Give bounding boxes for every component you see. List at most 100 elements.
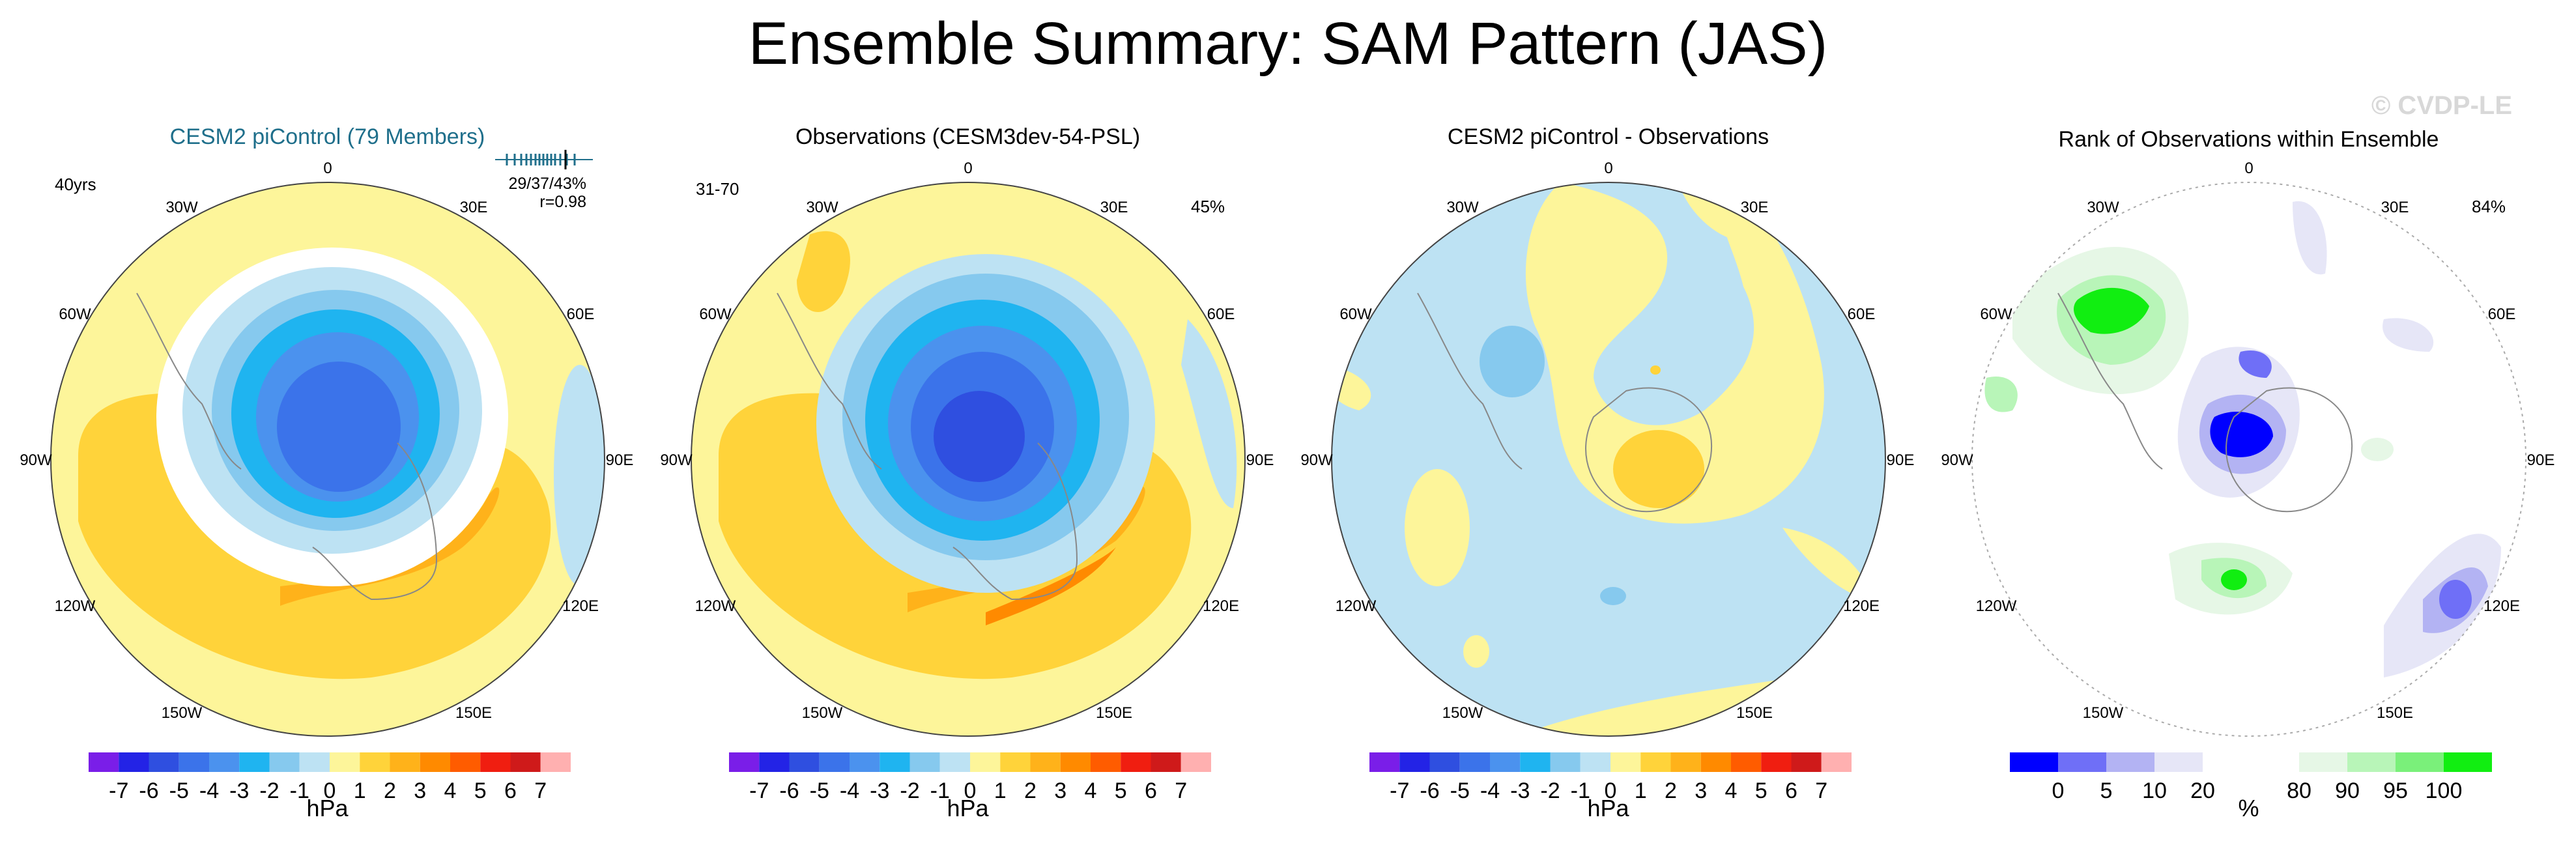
- colorbar-label: -7: [1390, 778, 1409, 803]
- colorbar-box: [880, 752, 910, 772]
- lon-label-90E: 90E: [606, 451, 634, 469]
- colorbar-box: [1000, 752, 1031, 772]
- map-ensemble: 0 30E 60E 90E 120E 150E 180 150W 120W 90W 60W 30W: [20, 160, 634, 746]
- colorbar-label: 1: [354, 778, 366, 803]
- colorbar-box: [390, 752, 420, 772]
- colorbar-box: [2010, 752, 2058, 772]
- units-label: %: [2238, 795, 2259, 821]
- colorbar-box: [2444, 752, 2492, 772]
- colorbar-box: [1369, 752, 1400, 772]
- colorbar-box: [2396, 752, 2444, 772]
- colorbar-label: -1: [1571, 778, 1590, 803]
- lon-label-0: 0: [323, 160, 332, 177]
- colorbar-label: -5: [810, 778, 829, 803]
- panel-ensemble: CESM2 piControl (79 Members) 40yrs 29/37…: [7, 104, 648, 840]
- lon-label-30W: 30W: [806, 199, 838, 216]
- panel-observations: Observations (CESM3dev-54-PSL) 31-70 45%…: [647, 104, 1289, 840]
- colorbar-label: 6: [1145, 778, 1157, 803]
- colorbar-label: 4: [1085, 778, 1097, 803]
- colorbar-label: -1: [930, 778, 950, 803]
- lon-label-30W: 30W: [1446, 199, 1479, 216]
- colorbar-box: [2154, 752, 2203, 772]
- lon-label-120W: 120W: [695, 597, 736, 615]
- colorbar-label: 0: [1605, 778, 1617, 803]
- colorbar-box: [1121, 752, 1151, 772]
- panel-title: CESM2 piControl (79 Members): [169, 124, 485, 149]
- lon-label-30E: 30E: [2381, 199, 2409, 216]
- colorbar-box: [729, 752, 760, 772]
- lon-label-90W: 90W: [660, 451, 693, 469]
- lon-label-120E: 120E: [2483, 597, 2520, 615]
- lon-label-60E: 60E: [567, 306, 595, 323]
- stats-percentiles: 29/37/43%: [508, 175, 586, 193]
- colorbar-box: [420, 752, 450, 772]
- colorbar-box: [540, 752, 571, 772]
- colorbar-box: [450, 752, 481, 772]
- colorbar-box: [1091, 752, 1121, 772]
- units-label: hPa: [947, 795, 989, 821]
- colorbar-label: 7: [1175, 778, 1187, 803]
- colorbar-rank: 0 5 10 20 80 90 95 100: [2010, 752, 2498, 814]
- lon-label-180: 180: [1596, 743, 1622, 746]
- lon-label-120E: 120E: [1203, 597, 1239, 615]
- colorbar-box: [1030, 752, 1061, 772]
- colorbar-label: -4: [840, 778, 859, 803]
- colorbar-label: -6: [1420, 778, 1439, 803]
- colorbar-label: -3: [870, 778, 889, 803]
- stats-correlation: r=0.98: [539, 193, 586, 211]
- units-label: hPa: [1587, 795, 1629, 821]
- colorbar-box: [759, 752, 790, 772]
- colorbar-box: [1761, 752, 1792, 772]
- lon-label-60W: 60W: [699, 306, 732, 323]
- colorbar-label: 0: [2052, 778, 2065, 803]
- lon-label-0: 0: [2244, 160, 2253, 177]
- units-label: hPa: [306, 795, 349, 821]
- percent-label: 84%: [2472, 197, 2506, 216]
- lon-label-30E: 30E: [1741, 199, 1769, 216]
- lon-label-150E: 150E: [455, 704, 492, 722]
- lon-label-120E: 120E: [1843, 597, 1880, 615]
- colorbar-box: [299, 752, 330, 772]
- colorbar-label: 4: [1725, 778, 1738, 803]
- panel-rank: Rank of Observations within Ensemble 84%: [1928, 104, 2569, 840]
- colorbar-box: [1459, 752, 1490, 772]
- lon-label-60E: 60E: [1207, 306, 1235, 323]
- colorbar-box: [1151, 752, 1181, 772]
- colorbar-box: [360, 752, 390, 772]
- lon-label-180: 180: [955, 743, 981, 746]
- colorbar-box: [1181, 752, 1211, 772]
- colorbar-box: [1821, 752, 1852, 772]
- lon-label-60E: 60E: [2488, 306, 2516, 323]
- colorbar-box: [2251, 752, 2299, 772]
- colorbar-label: 3: [1054, 778, 1066, 803]
- colorbar-box: [970, 752, 1001, 772]
- colorbar-label: -2: [259, 778, 279, 803]
- lon-label-90W: 90W: [1941, 451, 1973, 469]
- lon-label-150E: 150E: [2377, 704, 2413, 722]
- colorbar-label: 3: [1695, 778, 1707, 803]
- colorbar-box: [1429, 752, 1460, 772]
- colorbar-box: [89, 752, 119, 772]
- colorbar-box: [939, 752, 970, 772]
- colorbar-hpa-2: -7 -6 -5 -4 -3 -2 -1 0 1 2 3 4 5 6 7: [729, 752, 1218, 814]
- lon-label-30E: 30E: [1100, 199, 1128, 216]
- colorbar-label: 7: [534, 778, 547, 803]
- percent-label: 45%: [1191, 197, 1225, 216]
- lon-label-150W: 150W: [802, 704, 843, 722]
- colorbar-label: -5: [1450, 778, 1470, 803]
- watermark: © CVDP-LE: [2371, 91, 2512, 120]
- panel-title: CESM2 piControl - Observations: [1447, 124, 1769, 149]
- colorbar-label: 90: [2335, 778, 2360, 803]
- colorbar-label: 7: [1815, 778, 1827, 803]
- lon-label-150E: 150E: [1736, 704, 1773, 722]
- colorbar-label: -7: [749, 778, 769, 803]
- lon-label-60E: 60E: [1848, 306, 1876, 323]
- colorbar-label: -7: [109, 778, 128, 803]
- colorbar-label: 6: [1785, 778, 1797, 803]
- colorbar-box: [2347, 752, 2396, 772]
- colorbar-box: [480, 752, 511, 772]
- colorbar-box: [1550, 752, 1581, 772]
- lon-label-180: 180: [315, 743, 341, 746]
- lon-label-60W: 60W: [1339, 306, 1372, 323]
- map-rank: 0 30E 60E 90E 120E 150E 180 150W 120W 90W 60W 30W: [1941, 160, 2555, 746]
